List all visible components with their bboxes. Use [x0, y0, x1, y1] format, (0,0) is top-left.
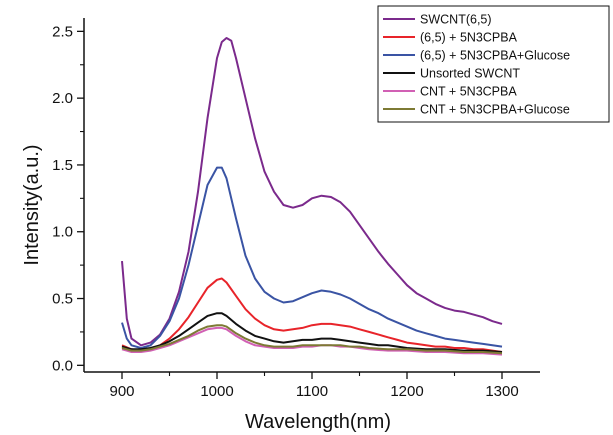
series-line-1 [121, 37, 503, 347]
series-line-5 [121, 326, 503, 356]
x-tick-label: 1200 [390, 383, 423, 400]
series-line-3 [121, 166, 503, 349]
x-axis-ticks: 900 1000 1100 1200 1300 [109, 372, 519, 400]
x-axis-label: Wavelength(nm) [245, 411, 391, 433]
y-tick-label: 2.0 [52, 90, 73, 107]
series-line-6 [121, 324, 503, 355]
legend-label: (6,5) + 5N3CPBA [420, 31, 518, 45]
legend-label: SWCNT(6,5) [420, 13, 492, 27]
series-line-4 [121, 312, 503, 353]
x-tick-label: 1300 [485, 383, 518, 400]
legend-box [377, 5, 610, 123]
series-layer [121, 37, 503, 356]
series-line-2 [121, 277, 503, 353]
y-tick-label: 0.0 [52, 357, 73, 374]
x-tick-label: 900 [109, 383, 134, 400]
legend-label: CNT + 5N3CPBA+Glucose [420, 103, 570, 117]
y-axis-label: Intensity(a.u.) [21, 144, 43, 265]
y-tick-label: 1.0 [52, 224, 73, 241]
legend-label: Unsorted SWCNT [420, 67, 520, 81]
legend-label: (6,5) + 5N3CPBA+Glucose [420, 49, 570, 63]
y-tick-label: 0.5 [52, 291, 73, 308]
y-axis-ticks: 0.0 0.5 1.0 1.5 2.0 2.5 [52, 23, 84, 374]
y-tick-label: 2.5 [52, 23, 73, 40]
x-tick-label: 1100 [296, 383, 328, 400]
legend: SWCNT(6,5) (6,5) + 5N3CPBA (6,5) + 5N3CPBA… [377, 5, 610, 123]
legend-label: CNT + 5N3CPBA [420, 85, 517, 99]
y-tick-label: 1.5 [52, 157, 73, 174]
x-tick-label: 1000 [200, 383, 233, 400]
